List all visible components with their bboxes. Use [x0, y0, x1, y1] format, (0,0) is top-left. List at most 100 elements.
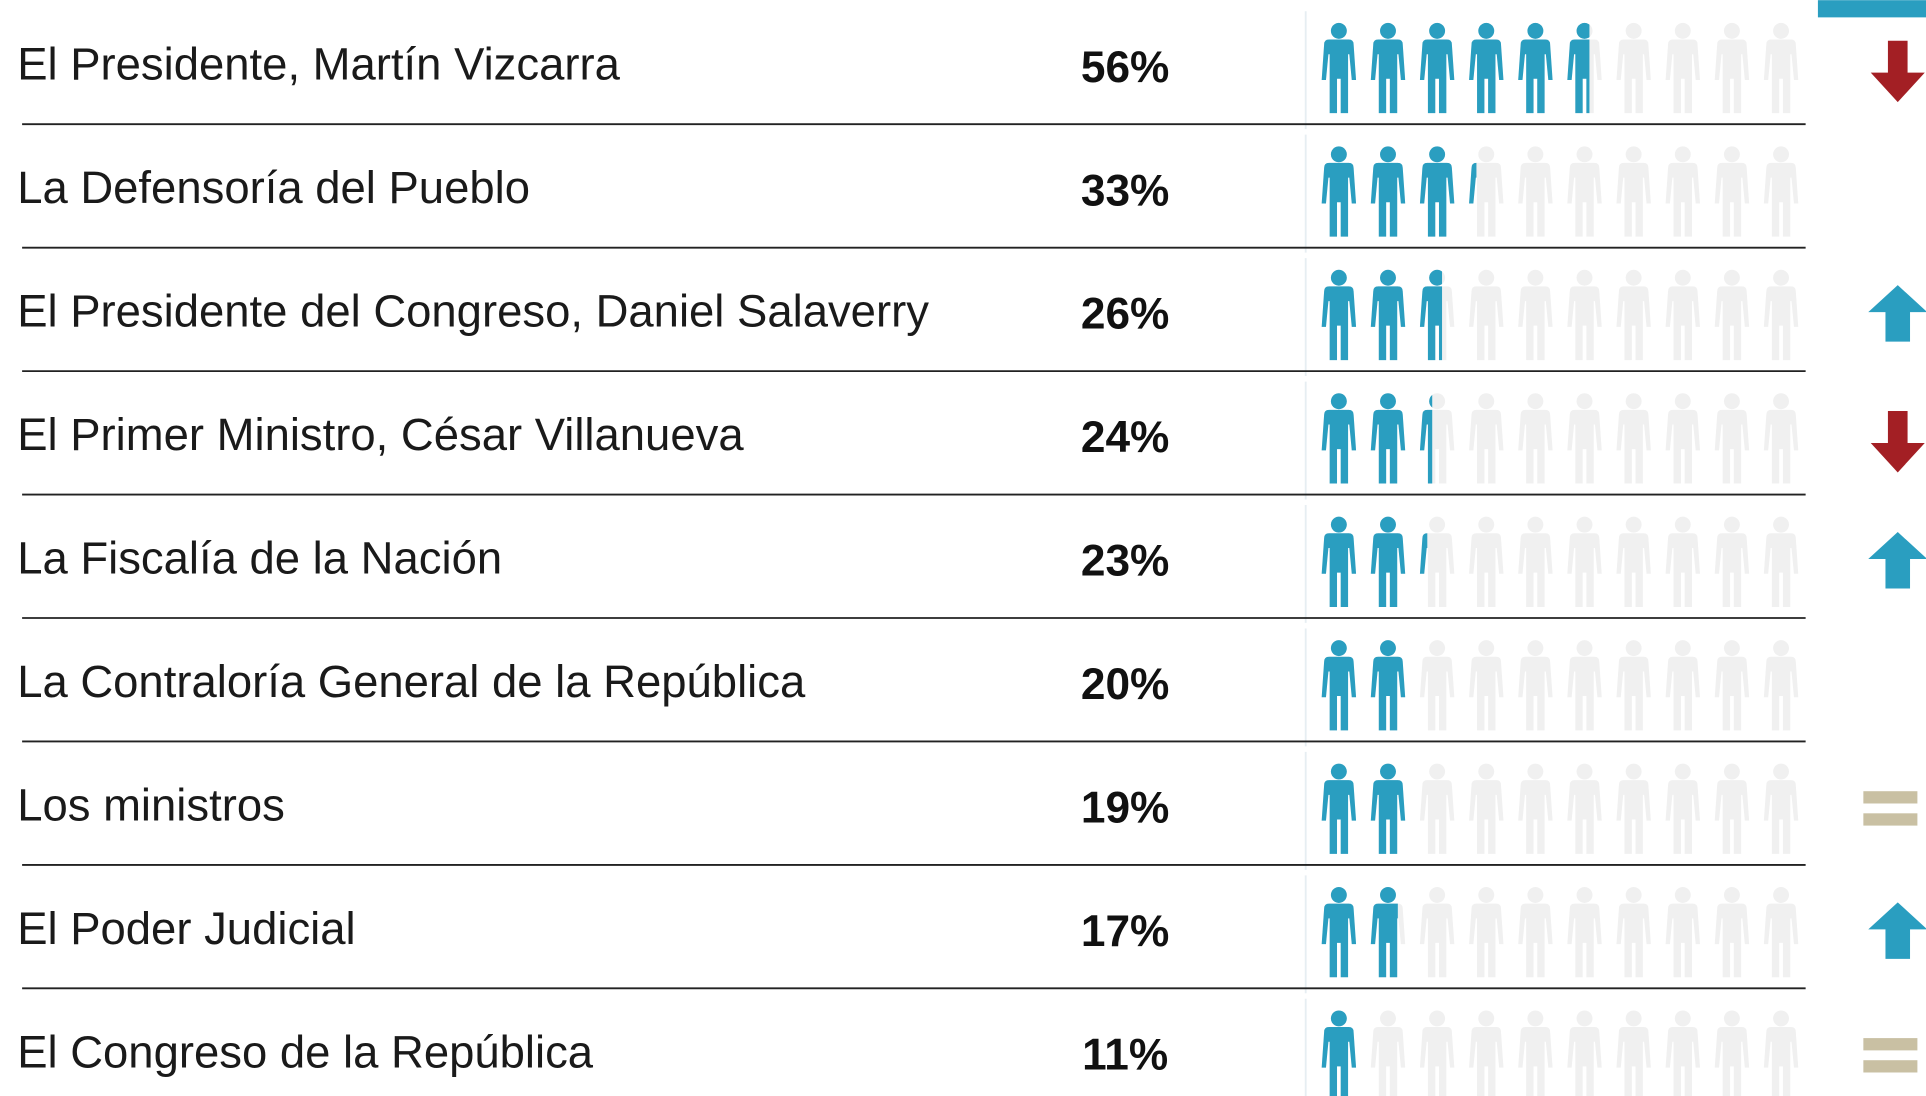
person-empty — [1665, 1010, 1700, 1096]
person-empty — [1616, 887, 1651, 978]
category-label: El Poder Judicial — [17, 903, 355, 954]
value-label: 26% — [1081, 290, 1169, 339]
trend-down — [1870, 40, 1925, 103]
person-empty — [1518, 516, 1553, 607]
person-icon — [1419, 146, 1455, 237]
person-empty — [1616, 1010, 1651, 1096]
person-icon — [1370, 22, 1406, 114]
person-icon — [1469, 22, 1504, 114]
person-empty — [1763, 146, 1799, 237]
person-icon — [1370, 393, 1406, 484]
value-label: 11% — [1082, 1030, 1168, 1079]
person-empty — [1469, 269, 1504, 361]
person-empty — [1469, 516, 1504, 607]
person-icon — [1321, 887, 1357, 978]
person-empty — [1567, 763, 1602, 854]
person-empty — [1567, 1010, 1602, 1096]
person-empty — [1763, 516, 1799, 607]
value-label: 23% — [1081, 537, 1169, 586]
person-icon — [1370, 516, 1406, 607]
person-empty — [1665, 22, 1700, 114]
person-empty — [1714, 393, 1750, 484]
category-label: El Presidente, Martín Vizcarra — [17, 39, 620, 90]
person-empty — [1763, 763, 1799, 854]
person-empty — [1714, 1010, 1750, 1096]
person-empty — [1419, 1010, 1455, 1096]
person-empty — [1567, 393, 1602, 484]
trend-up — [1868, 285, 1926, 342]
person-empty — [1763, 22, 1799, 114]
value-label: 56% — [1081, 43, 1169, 92]
person-empty — [1665, 763, 1700, 854]
person-empty — [1518, 393, 1553, 484]
person-icon — [1419, 22, 1455, 114]
person-empty — [1518, 269, 1553, 361]
person-empty — [1567, 516, 1602, 607]
person-icon — [1321, 640, 1357, 731]
category-label: Los ministros — [17, 779, 285, 830]
category-label: El Primer Ministro, César Villanueva — [17, 409, 744, 460]
person-icon — [1370, 146, 1406, 237]
person-empty — [1665, 516, 1700, 607]
person-empty — [1714, 640, 1750, 731]
person-empty — [1616, 763, 1651, 854]
person-empty — [1518, 887, 1553, 978]
person-empty — [1469, 763, 1504, 854]
person-empty — [1616, 22, 1651, 114]
trend-equal — [1863, 791, 1918, 804]
person-icon — [1370, 640, 1406, 731]
top-accent — [1817, 0, 1926, 18]
value-label: 19% — [1081, 784, 1169, 833]
trend-up — [1868, 532, 1926, 589]
person-icon — [1321, 146, 1357, 237]
person-empty — [1665, 640, 1700, 731]
trend-down — [1870, 411, 1925, 473]
value-label: 17% — [1081, 907, 1169, 956]
value-label: 20% — [1081, 660, 1169, 709]
person-empty — [1518, 640, 1553, 731]
person-empty — [1567, 146, 1602, 237]
trend-equal — [1863, 1060, 1918, 1073]
person-empty — [1469, 640, 1504, 731]
category-label: La Contraloría General de la República — [17, 656, 806, 707]
category-label: El Presidente del Congreso, Daniel Salav… — [17, 286, 929, 337]
person-empty — [1665, 887, 1700, 978]
person-empty — [1567, 269, 1602, 361]
person-empty — [1665, 393, 1700, 484]
person-empty — [1567, 887, 1602, 978]
category-label: El Congreso de la República — [17, 1026, 594, 1077]
value-label: 33% — [1081, 166, 1169, 215]
trend-equal — [1863, 1038, 1918, 1051]
person-empty — [1714, 887, 1750, 978]
trend-equal — [1863, 813, 1918, 826]
person-empty — [1763, 269, 1799, 361]
person-empty — [1763, 640, 1799, 731]
person-empty — [1469, 393, 1504, 484]
person-empty — [1763, 887, 1799, 978]
person-icon — [1321, 22, 1357, 114]
person-empty — [1567, 640, 1602, 731]
person-icon — [1370, 269, 1406, 361]
person-empty — [1714, 516, 1750, 607]
person-empty — [1370, 1010, 1406, 1096]
person-icon — [1321, 516, 1357, 607]
person-empty — [1419, 887, 1455, 978]
person-empty — [1616, 640, 1651, 731]
person-empty — [1763, 393, 1799, 484]
person-empty — [1469, 887, 1504, 978]
person-empty — [1469, 1010, 1504, 1096]
person-empty — [1616, 146, 1651, 237]
person-empty — [1518, 1010, 1553, 1096]
category-label: La Defensoría del Pueblo — [17, 162, 530, 213]
person-empty — [1616, 393, 1651, 484]
person-empty — [1518, 763, 1553, 854]
person-empty — [1714, 146, 1750, 237]
category-label: La Fiscalía de la Nación — [17, 533, 502, 584]
person-empty — [1419, 640, 1455, 731]
person-icon — [1518, 22, 1553, 114]
person-empty — [1665, 146, 1700, 237]
person-empty — [1714, 22, 1750, 114]
person-icon — [1321, 1010, 1357, 1096]
person-empty — [1518, 146, 1553, 237]
